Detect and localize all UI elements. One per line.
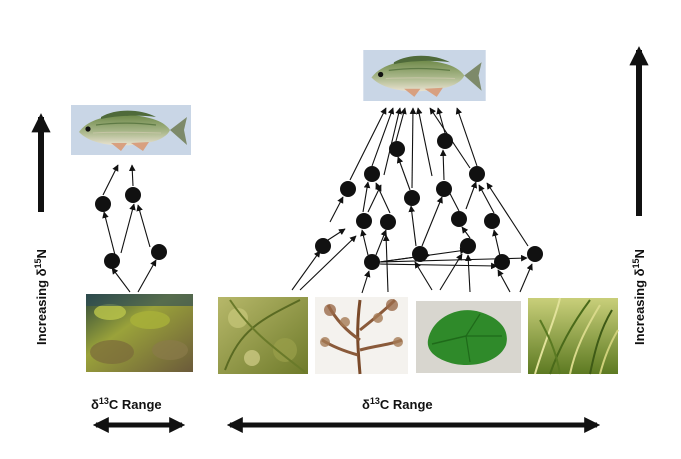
fish-image-right — [362, 50, 487, 101]
producer-image-rock — [86, 294, 193, 372]
producer-image-seagrass — [528, 297, 619, 375]
left-web-arrows — [102, 164, 157, 293]
right-range-label: δ13C Range — [362, 396, 433, 412]
producer-image-green-algae — [218, 297, 308, 374]
left-web-nodes — [95, 187, 167, 269]
right-axis-label: Increasing δ15N — [631, 249, 647, 345]
right-web-nodes — [315, 133, 543, 270]
producer-image-green-leaf — [416, 301, 521, 373]
fish-image-left — [70, 105, 192, 155]
left-axis-label: Increasing δ15N — [33, 249, 49, 345]
left-range-label: δ13C Range — [91, 396, 162, 412]
producer-image-brown-seaweed — [315, 297, 408, 375]
